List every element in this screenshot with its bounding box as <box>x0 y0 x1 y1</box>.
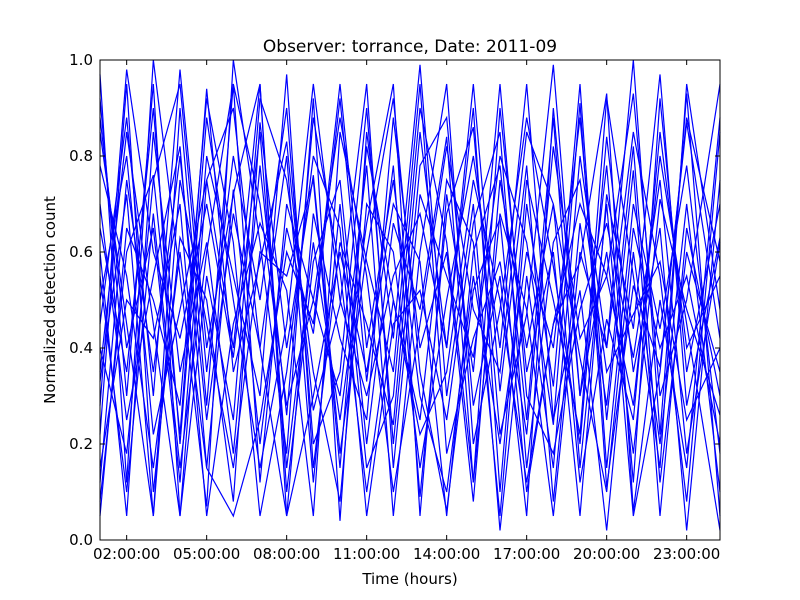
y-tick-label-2: 0.4 <box>69 339 93 357</box>
x-tick-label-0: 02:00:00 <box>93 545 160 563</box>
x-tick-labels: 02:00:00 05:00:00 08:00:00 11:00:00 14:00:00… <box>93 545 720 563</box>
y-tick-label-5: 1.0 <box>69 51 93 69</box>
x-tick-label-2: 08:00:00 <box>253 545 320 563</box>
x-tick-label-4: 14:00:00 <box>413 545 480 563</box>
series-line-19 <box>99 83 721 517</box>
series-line-6 <box>99 83 721 531</box>
series-lines <box>99 59 721 531</box>
x-tick-label-5: 17:00:00 <box>493 545 560 563</box>
x-tick-label-7: 23:00:00 <box>653 545 720 563</box>
series-line-10 <box>99 83 721 531</box>
x-axis-label: Time (hours) <box>361 570 457 588</box>
x-tick-label-3: 11:00:00 <box>333 545 400 563</box>
series-line-16 <box>99 107 721 517</box>
y-tick-label-3: 0.6 <box>69 243 93 261</box>
series-line-18 <box>99 131 721 531</box>
series-line-13 <box>99 83 721 518</box>
series-line-14 <box>99 69 721 517</box>
x-tick-label-1: 05:00:00 <box>173 545 240 563</box>
y-tick-label-4: 0.8 <box>69 147 93 165</box>
y-tick-label-1: 0.2 <box>69 435 93 453</box>
y-axis-label: Normalized detection count <box>41 196 59 404</box>
y-tick-labels: 0.0 0.2 0.4 0.6 0.8 1.0 <box>69 51 93 549</box>
plot-frame <box>99 59 721 541</box>
y-tick-label-0: 0.0 <box>69 531 93 549</box>
series-line-3 <box>99 64 721 497</box>
x-tick-label-6: 20:00:00 <box>573 545 640 563</box>
chart-title: Observer: torrance, Date: 2011-09 <box>263 37 557 57</box>
series-line-15 <box>99 83 721 493</box>
series-line-17 <box>99 83 721 493</box>
